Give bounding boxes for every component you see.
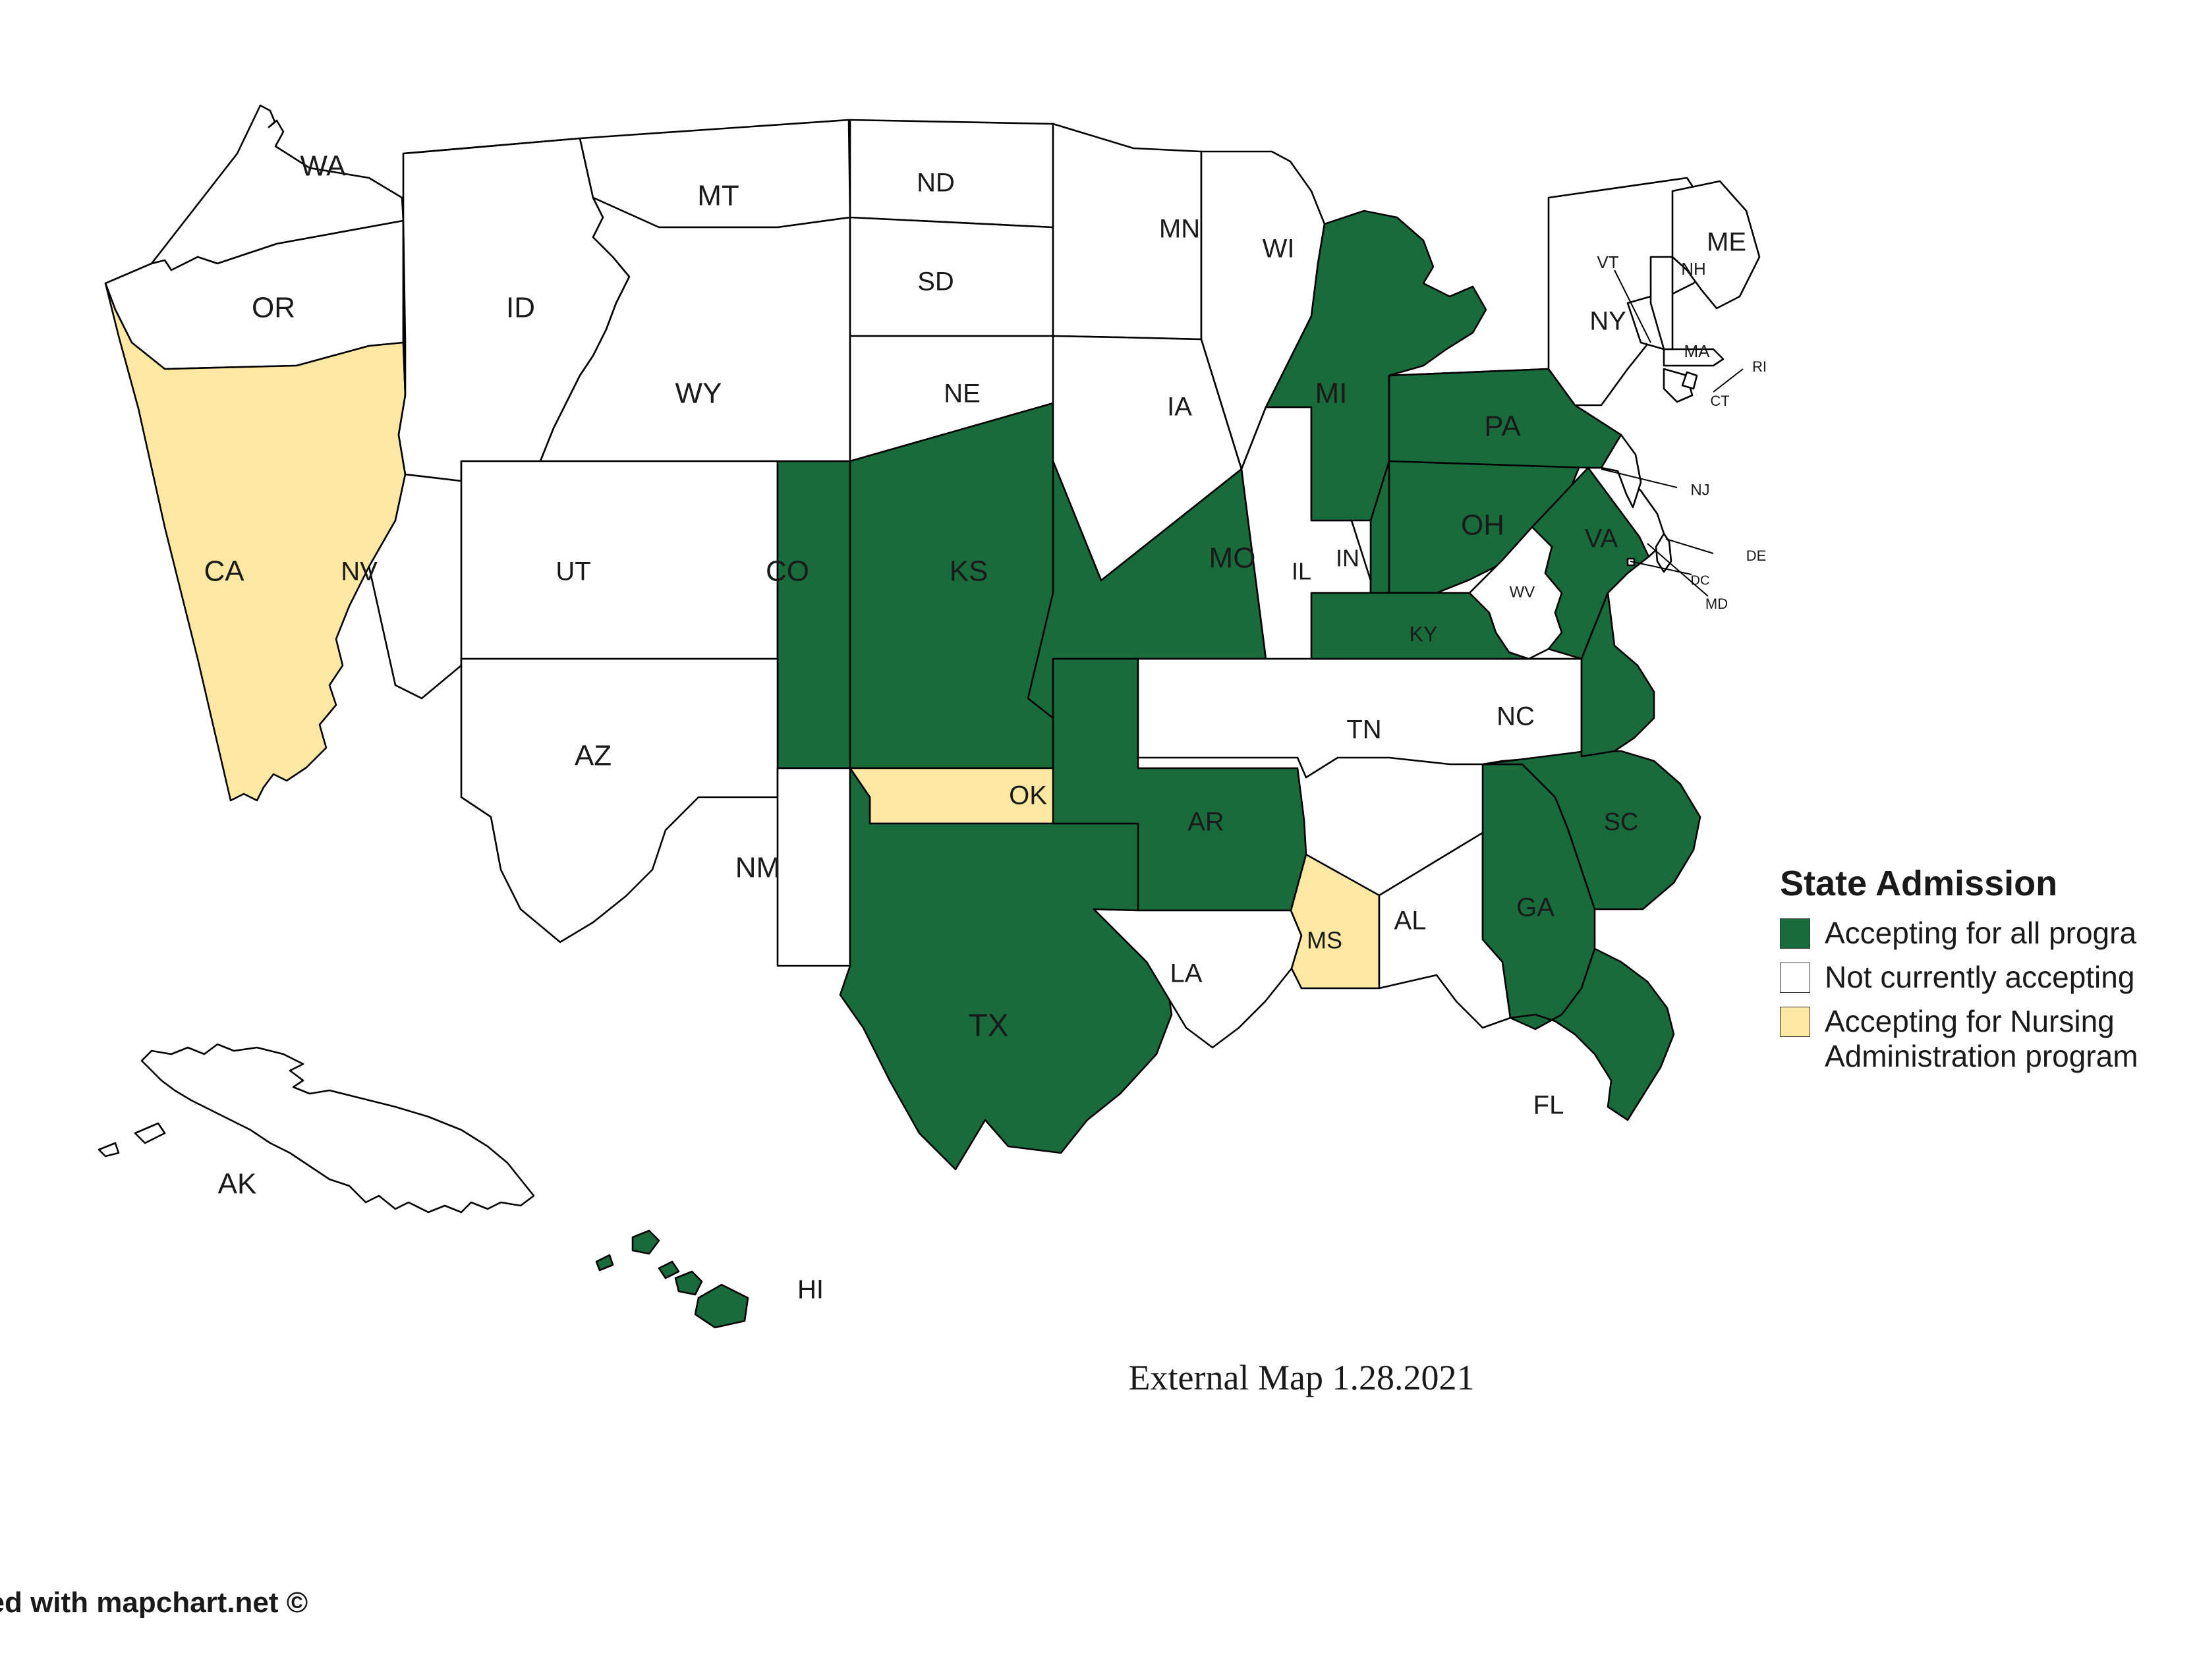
svg-text:KS: KS [950, 555, 988, 588]
svg-text:IA: IA [1167, 393, 1192, 422]
svg-text:NH: NH [1681, 259, 1706, 279]
svg-text:OR: OR [252, 292, 295, 324]
svg-text:SD: SD [917, 267, 954, 296]
svg-text:DC: DC [1691, 573, 1710, 588]
svg-text:NY: NY [1589, 307, 1626, 336]
svg-text:NE: NE [944, 379, 981, 408]
svg-text:TX: TX [968, 1009, 1008, 1044]
svg-text:ND: ND [917, 169, 955, 198]
svg-text:FL: FL [1533, 1091, 1564, 1120]
svg-text:SC: SC [1604, 808, 1639, 836]
svg-text:CA: CA [204, 555, 244, 588]
svg-text:PA: PA [1484, 410, 1521, 443]
svg-text:AR: AR [1187, 808, 1224, 837]
svg-text:GA: GA [1516, 893, 1555, 922]
svg-text:VA: VA [1585, 524, 1618, 553]
svg-text:DE: DE [1746, 547, 1767, 564]
svg-text:KY: KY [1410, 622, 1438, 646]
svg-text:MT: MT [697, 180, 739, 212]
svg-text:WI: WI [1263, 235, 1295, 264]
svg-text:MA: MA [1684, 341, 1711, 361]
svg-text:LA: LA [1170, 959, 1203, 988]
svg-text:AL: AL [1394, 907, 1427, 936]
svg-text:IL: IL [1292, 558, 1311, 585]
svg-text:MS: MS [1307, 927, 1342, 954]
svg-text:MN: MN [1159, 215, 1200, 244]
svg-text:CT: CT [1710, 393, 1729, 409]
svg-text:IN: IN [1336, 545, 1359, 572]
svg-text:HI: HI [797, 1275, 824, 1304]
svg-text:MD: MD [1705, 596, 1728, 612]
svg-text:ID: ID [506, 292, 535, 324]
svg-text:AK: AK [218, 1168, 257, 1200]
svg-text:NC: NC [1497, 702, 1535, 731]
svg-text:WA: WA [300, 150, 346, 182]
svg-text:MO: MO [1209, 542, 1256, 574]
svg-text:VT: VT [1597, 252, 1618, 272]
svg-text:RI: RI [1752, 358, 1767, 375]
svg-text:AZ: AZ [575, 740, 612, 772]
svg-text:ME: ME [1707, 228, 1746, 257]
svg-text:OH: OH [1461, 509, 1504, 542]
svg-text:WY: WY [675, 378, 722, 410]
svg-text:WV: WV [1510, 583, 1535, 601]
svg-text:TN: TN [1346, 715, 1381, 744]
svg-text:MI: MI [1315, 378, 1348, 410]
svg-text:UT: UT [556, 557, 590, 586]
svg-text:CO: CO [766, 555, 809, 588]
svg-text:NJ: NJ [1690, 481, 1709, 499]
svg-text:NV: NV [341, 557, 378, 586]
svg-text:OK: OK [1009, 781, 1047, 810]
svg-text:NM: NM [735, 852, 780, 884]
